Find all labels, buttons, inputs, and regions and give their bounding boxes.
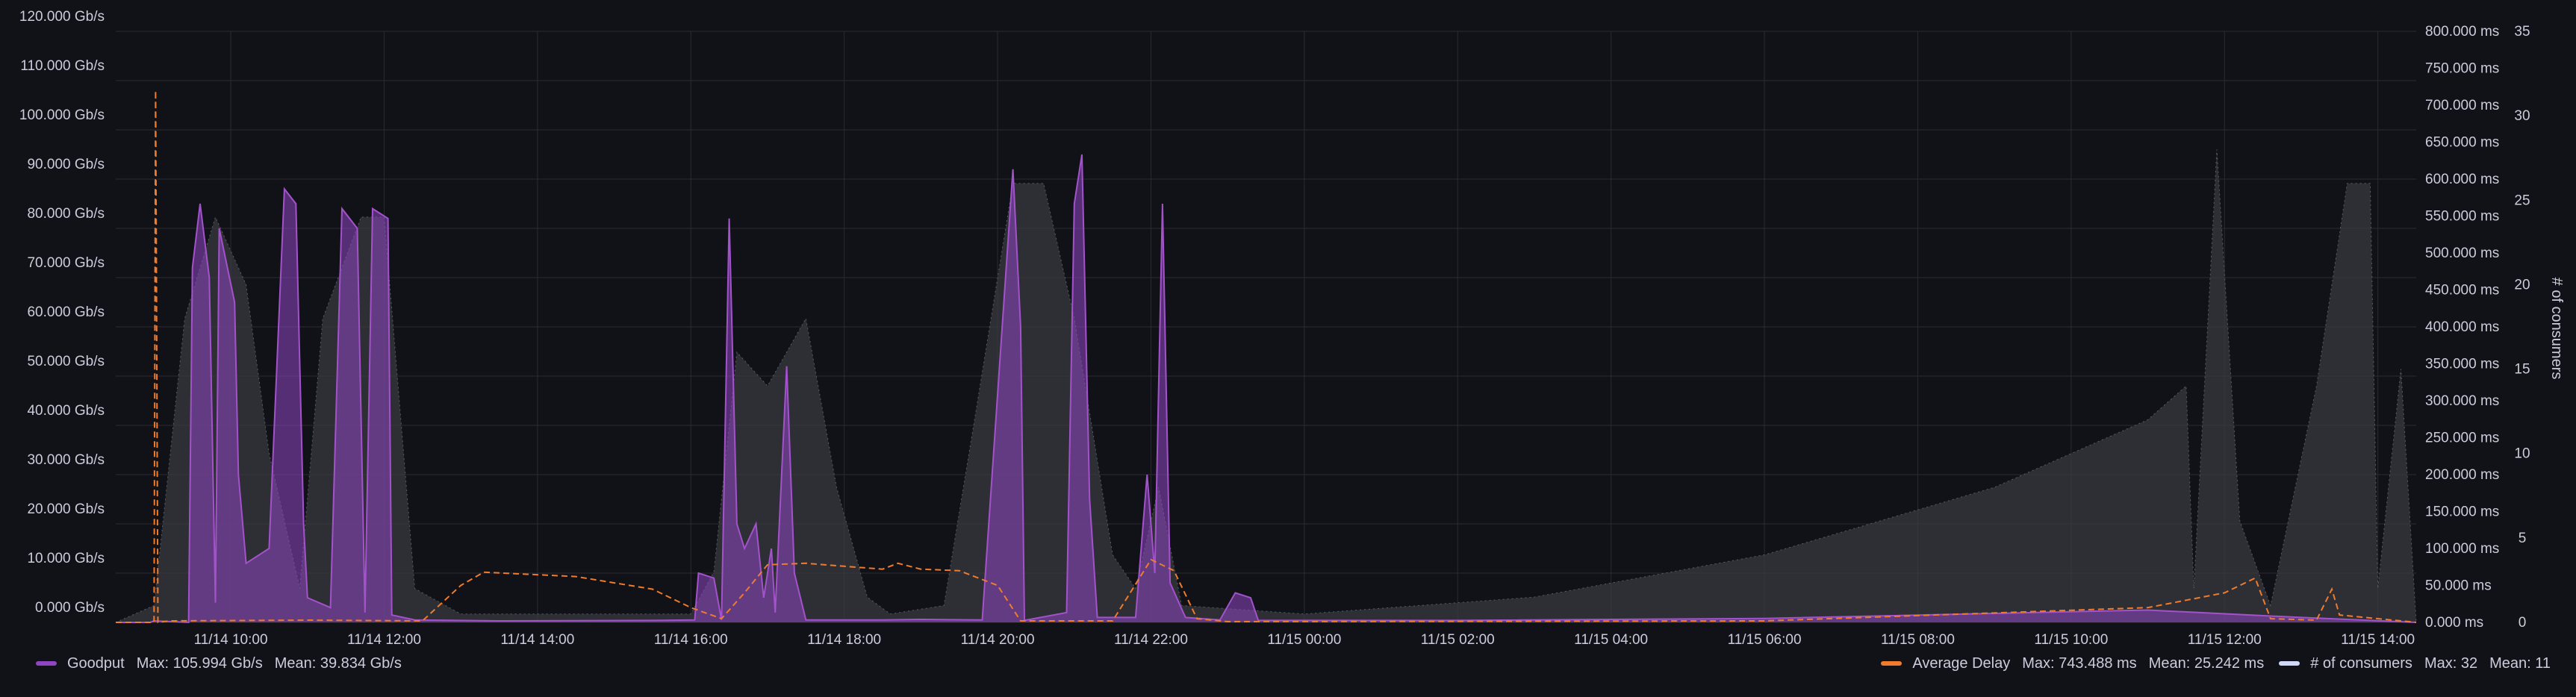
y-axis-right-consumers: 0 5 10 15 20 25 30 35: [2514, 24, 2530, 631]
y-right-tick-label: 800.000 ms: [2425, 24, 2499, 40]
consumers-swatch: [2279, 661, 2300, 666]
y-left-tick-label: 40.000 Gb/s: [27, 403, 105, 419]
legend-left: Goodput Max: 105.994 Gb/s Mean: 39.834 G…: [36, 654, 402, 672]
y-right-tick-label: 650.000 ms: [2425, 135, 2499, 151]
y-right-tick-label: 50.000 ms: [2425, 578, 2492, 594]
goodput-legend-label: Goodput: [67, 654, 125, 672]
y-right-tick-label: 300.000 ms: [2425, 393, 2499, 409]
y-right-tick-label: 250.000 ms: [2425, 431, 2499, 446]
y-right-tick-label: 150.000 ms: [2425, 504, 2499, 520]
x-tick-label: 11/15 14:00: [2341, 632, 2415, 648]
delay-mean: Mean: 25.242 ms: [2148, 654, 2265, 672]
x-tick-label: 11/15 10:00: [2034, 632, 2108, 648]
x-tick-label: 11/14 18:00: [807, 632, 881, 648]
y-left-tick-label: 10.000 Gb/s: [27, 551, 105, 566]
y-left-tick-label: 30.000 Gb/s: [27, 452, 105, 468]
goodput-swatch: [36, 661, 57, 666]
y-left-tick-label: 60.000 Gb/s: [27, 304, 105, 320]
y-left-tick-label: 50.000 Gb/s: [27, 354, 105, 369]
y-right-tick-label: 0.000 ms: [2425, 615, 2483, 631]
y-right-tick-label: 550.000 ms: [2425, 209, 2499, 225]
x-tick-label: 11/14 20:00: [961, 632, 1035, 648]
consumers-max: Max: 32: [2424, 654, 2478, 672]
delay-swatch: [1881, 661, 1903, 666]
legend-item-goodput[interactable]: Goodput Max: 105.994 Gb/s Mean: 39.834 G…: [36, 655, 402, 672]
consumers-tick-label: 30: [2514, 108, 2530, 124]
legend-right: Average Delay Max: 743.488 ms Mean: 25.2…: [1881, 654, 2551, 672]
consumers-mean: Mean: 11: [2489, 654, 2551, 672]
consumers-legend-label: # of consumers: [2310, 654, 2412, 672]
goodput-line: [116, 154, 2417, 624]
consumers-tick-label: 5: [2519, 531, 2527, 546]
y-axis-left: 0.000 Gb/s 10.000 Gb/s 20.000 Gb/s 30.000 G…: [19, 9, 105, 616]
x-tick-label: 11/15 02:00: [1421, 632, 1495, 648]
consumers-tick-label: 25: [2514, 193, 2530, 208]
delay-max: Max: 743.488 ms: [2022, 654, 2137, 672]
consumers-tick-label: 15: [2514, 362, 2530, 378]
y-right-tick-label: 700.000 ms: [2425, 98, 2499, 113]
y-right-tick-label: 350.000 ms: [2425, 357, 2499, 372]
y-left-tick-label: 0.000 Gb/s: [35, 600, 105, 616]
y-left-tick-label: 100.000 Gb/s: [19, 107, 105, 123]
consumers-tick-label: 20: [2514, 277, 2530, 293]
y-right-tick-label: 750.000 ms: [2425, 61, 2499, 77]
delay-line: [116, 90, 2417, 624]
x-tick-label: 11/14 12:00: [347, 632, 421, 648]
legend-item-delay[interactable]: Average Delay Max: 743.488 ms Mean: 25.2…: [1881, 655, 2264, 672]
legend-item-consumers[interactable]: # of consumers Max: 32 Mean: 11: [2279, 655, 2551, 672]
x-tick-label: 11/15 06:00: [1728, 632, 1802, 648]
y-right-tick-label: 500.000 ms: [2425, 246, 2499, 261]
goodput-mean: Mean: 39.834 Gb/s: [274, 654, 402, 672]
x-axis: 11/14 10:00 11/14 12:00 11/14 14:00 11/14 1…: [194, 632, 2415, 648]
x-tick-label: 11/14 22:00: [1114, 632, 1188, 648]
x-tick-label: 11/15 08:00: [1881, 632, 1955, 648]
x-tick-label: 11/14 16:00: [654, 632, 728, 648]
y-right-tick-label: 100.000 ms: [2425, 541, 2499, 557]
y-left-tick-label: 120.000 Gb/s: [19, 9, 105, 25]
y-left-tick-label: 110.000 Gb/s: [20, 58, 105, 74]
y-right-tick-label: 400.000 ms: [2425, 319, 2499, 335]
y-axis-right-delay: 0.000 ms 50.000 ms 100.000 ms 150.000 ms 200…: [2425, 24, 2499, 631]
y-left-tick-label: 80.000 Gb/s: [27, 206, 105, 222]
y-left-tick-label: 20.000 Gb/s: [27, 501, 105, 517]
goodput-area: [116, 154, 2416, 622]
goodput-max: Max: 105.994 Gb/s: [136, 654, 263, 672]
y-right-tick-label: 600.000 ms: [2425, 172, 2499, 187]
x-tick-label: 11/14 14:00: [500, 632, 574, 648]
goodput-series: [116, 154, 2417, 624]
x-tick-label: 11/14 10:00: [194, 632, 268, 648]
consumers-axis-title: # of consumers: [2548, 278, 2565, 380]
y-right-tick-label: 200.000 ms: [2425, 467, 2499, 483]
consumers-tick-label: 0: [2519, 615, 2527, 631]
consumers-tick-label: 10: [2514, 446, 2530, 462]
y-left-tick-label: 90.000 Gb/s: [27, 157, 105, 172]
x-tick-label: 11/15 00:00: [1267, 632, 1341, 648]
delay-legend-label: Average Delay: [1912, 654, 2011, 672]
x-tick-label: 11/15 12:00: [2188, 632, 2262, 648]
y-right-tick-label: 450.000 ms: [2425, 283, 2499, 299]
consumers-tick-label: 35: [2514, 24, 2530, 40]
y-left-tick-label: 70.000 Gb/s: [27, 255, 105, 271]
x-tick-label: 11/15 04:00: [1574, 632, 1648, 648]
delay-series: [116, 90, 2417, 624]
